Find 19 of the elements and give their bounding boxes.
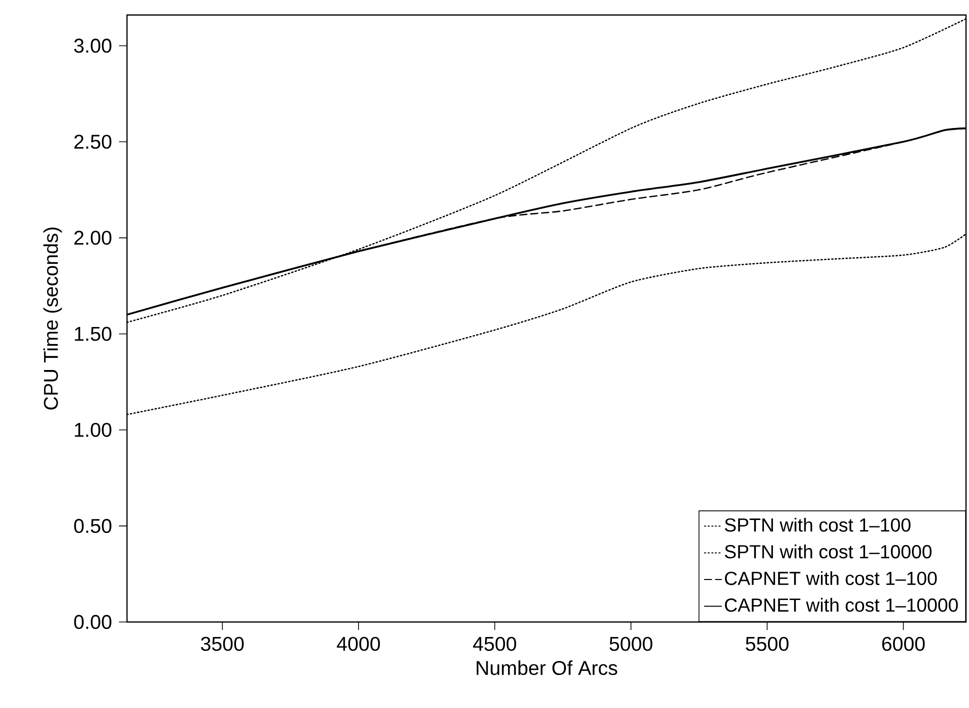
- y-tick-label: 1.50: [74, 326, 112, 341]
- legend-label: SPTN with cost 1–100: [724, 518, 910, 532]
- x-tick-label: 4500: [473, 636, 516, 651]
- x-axis-title: Number Of Arcs: [476, 660, 618, 676]
- x-tick-label: 3500: [200, 636, 244, 651]
- legend-label: SPTN with cost 1–10000: [724, 544, 932, 558]
- x-tick-label: 4000: [336, 636, 380, 651]
- y-tick-label: 2.50: [74, 134, 112, 149]
- y-tick-label: 0.00: [74, 614, 112, 630]
- y-tick-label: 1.00: [74, 422, 112, 437]
- x-tick-label: 6000: [882, 636, 925, 651]
- x-tick-label: 5500: [746, 636, 789, 651]
- y-tick-label: 0.50: [74, 518, 112, 533]
- legend-label: CAPNET with cost 1–10000: [724, 598, 958, 612]
- y-tick-label: 3.00: [74, 38, 112, 53]
- y-tick-label: 2.00: [74, 230, 112, 245]
- y-axis-title: CPU Time (seconds): [43, 228, 62, 410]
- legend-label: CAPNET with cost 1–100: [724, 571, 937, 586]
- x-tick-label: 5000: [610, 636, 652, 651]
